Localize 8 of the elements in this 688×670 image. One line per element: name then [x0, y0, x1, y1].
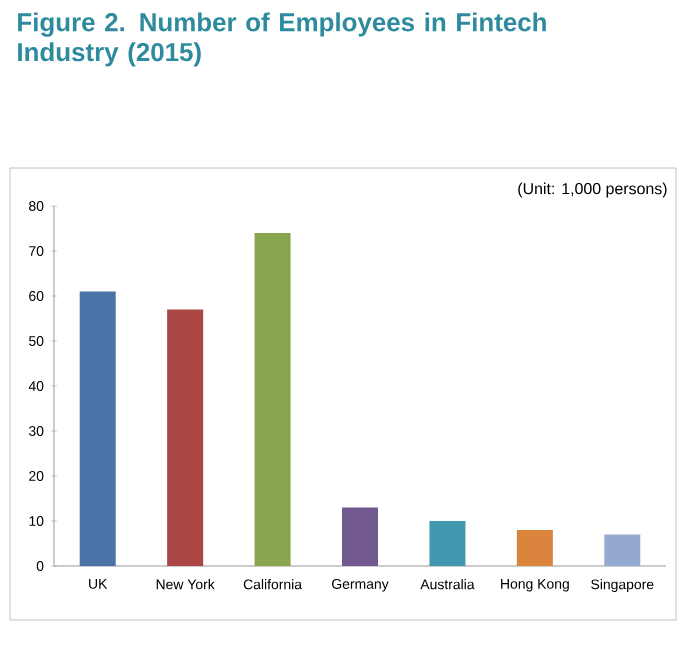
chart-title: Figure 2. Number of Employees in Fintech Industry (2015)	[18, 12, 546, 67]
bar	[167, 309, 204, 566]
bar	[604, 534, 641, 566]
bar	[79, 291, 116, 566]
bar	[254, 233, 291, 566]
bar	[342, 507, 378, 566]
bar	[516, 530, 553, 566]
bar	[429, 521, 466, 566]
